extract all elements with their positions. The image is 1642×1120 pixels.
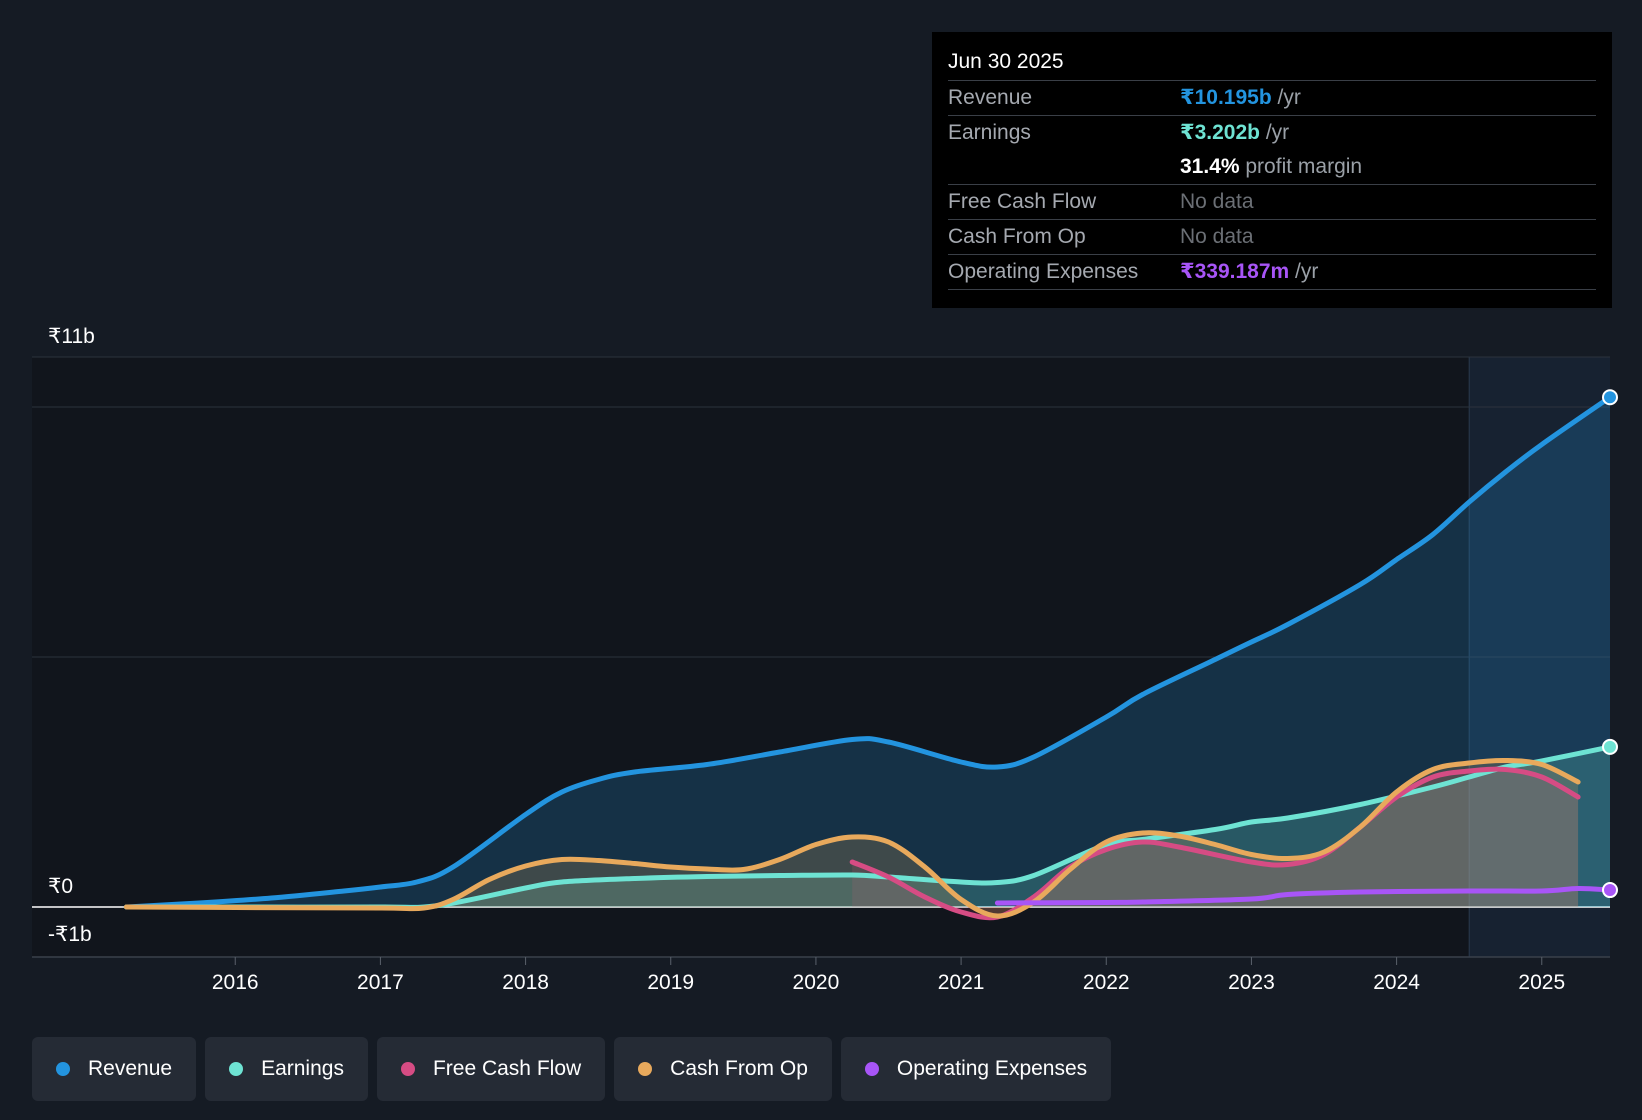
legend-label: Revenue [88,1057,173,1080]
legend-item-revenue[interactable]: Revenue [32,1037,197,1101]
legend-dot-icon [400,1062,415,1076]
x-tick-label: 2016 [212,971,259,994]
x-tick-label: 2022 [1083,971,1130,994]
legend-item-cash-from-op[interactable]: Cash From Op [614,1037,832,1101]
operating-expenses-line [994,885,1613,906]
tooltip-row-value: ₹10.195b /yr [1180,86,1301,109]
y-tick-label: ₹11b [48,325,95,348]
tooltip-row-value: 31.4% profit margin [1180,155,1363,178]
earnings-line [123,744,1613,910]
x-tick-label: 2020 [793,971,840,994]
revenue-line [123,394,1613,910]
x-tick-label: 2017 [357,971,404,994]
legend-item-free-cash-flow[interactable]: Free Cash Flow [376,1037,606,1101]
x-tick-label: 2019 [647,971,694,994]
tooltip-row-label: Revenue [948,86,1033,109]
revenue-end-point [1602,389,1618,406]
tooltip-row-value: ₹3.202b /yr [1180,121,1290,144]
tooltip-row-value: ₹339.187m /yr [1180,260,1319,283]
legend-item-earnings[interactable]: Earnings [205,1037,368,1101]
legend-dot-icon [56,1062,70,1076]
y-tick-label: -₹1b [48,923,92,946]
legend-label: Earnings [261,1057,344,1080]
cash-from-op-line [123,757,1581,919]
tooltip-row: Revenue ₹10.195b /yr [948,81,1596,116]
x-tick-label: 2024 [1373,971,1420,994]
x-tick-label: 2021 [938,971,985,994]
x-tick-label: 2023 [1228,971,1275,994]
legend-item-operating-expenses[interactable]: Operating Expenses [840,1037,1112,1101]
legend-dot-icon [638,1062,653,1076]
tooltip-row-value: No data [1180,225,1254,248]
tooltip-row: Cash From Op No data [948,220,1596,255]
legend-label: Operating Expenses [896,1057,1088,1080]
tooltip-date: Jun 30 2025 [948,44,1596,81]
tooltip-row: 31.4% profit margin [948,150,1596,185]
legend-label: Cash From Op [670,1057,808,1080]
tooltip-row-label: Operating Expenses [948,260,1139,283]
tooltip-row-label [948,150,1180,184]
tooltip-row-label: Cash From Op [948,225,1086,248]
tooltip-row-label: Earnings [948,121,1031,144]
earnings-area [126,746,1610,908]
y-tick-label: ₹0 [48,875,73,898]
revenue-area [126,397,1610,907]
tooltip-row: Free Cash Flow No data [948,185,1596,220]
free-cash-flow-line [849,766,1581,921]
tooltip-row: Earnings ₹3.202b /yr [948,116,1596,150]
operating-expenses-end-point [1602,882,1618,899]
legend-dot-icon [229,1062,244,1076]
x-tick-label: 2018 [502,971,549,994]
legend-label: Free Cash Flow [432,1057,582,1080]
earnings-end-point [1602,738,1618,755]
tooltip-row-value: No data [1180,190,1254,213]
tooltip-row: Operating Expenses ₹339.187m /yr [948,255,1596,290]
tooltip-row-label: Free Cash Flow [948,190,1097,213]
legend: Revenue Earnings Free Cash Flow Cash From O… [32,1037,1112,1101]
free-cash-flow-area [852,769,1579,918]
tooltip-panel: Jun 30 2025 Revenue ₹10.195b /yr Earnings ₹… [932,32,1612,308]
legend-dot-icon [864,1062,879,1076]
x-tick-label: 2025 [1518,971,1565,994]
